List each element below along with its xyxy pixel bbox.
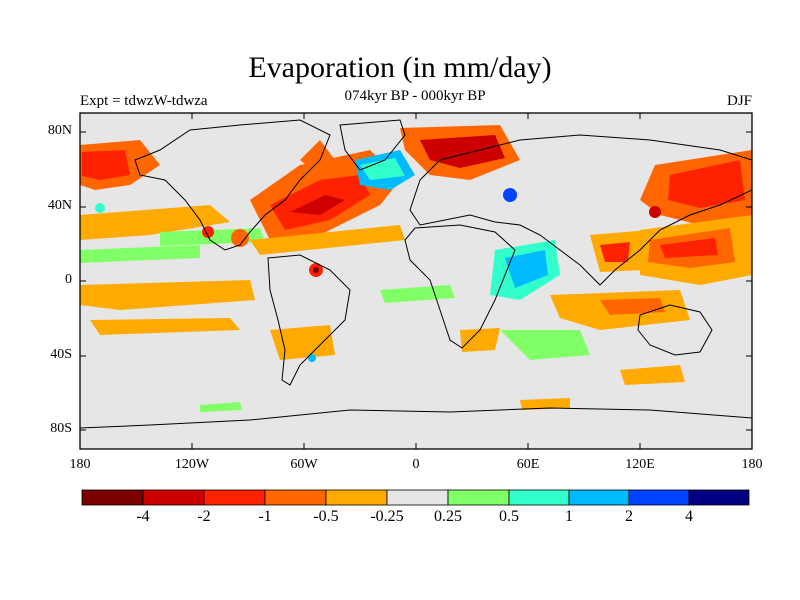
period-label: 074kyr BP - 000kyr BP <box>344 88 486 104</box>
lat-label-80s: 80S <box>50 421 72 436</box>
coastlines <box>80 119 752 429</box>
experiment-label: Expt = tdwzW-tdwza <box>80 93 208 109</box>
lat-label-0: 0 <box>65 272 72 287</box>
colorbar-box-9 <box>568 489 630 506</box>
colorbar-label-10: 4 <box>685 508 693 525</box>
season-label: DJF <box>726 93 752 109</box>
lon-label-120w: 120W <box>174 457 210 472</box>
colorbar-box-11 <box>688 489 750 506</box>
colorbar-box-6 <box>386 489 449 506</box>
map-panel <box>80 113 752 449</box>
colorbar-box-10 <box>628 489 690 506</box>
lat-label-40s: 40S <box>50 347 72 362</box>
colorbar-label-9: 2 <box>625 508 633 525</box>
colorbar-label-1: -4 <box>136 508 150 525</box>
map-background <box>80 113 752 449</box>
colorbar-label-4: -0.5 <box>313 508 339 525</box>
lat-label-40n: 40N <box>47 198 72 213</box>
colorbar-label-8: 1 <box>565 508 573 525</box>
colorbar-box-1 <box>81 489 144 506</box>
map-title: Evaporation (in mm/day) <box>248 51 552 84</box>
lat-label-80n: 80N <box>47 123 72 138</box>
colorbar-box-4 <box>264 489 327 506</box>
colorbar-box-7 <box>447 489 510 506</box>
colorbar-box-2 <box>142 489 205 506</box>
colorbar-label-6: 0.25 <box>434 508 462 525</box>
lon-label-180e: 180 <box>741 457 763 472</box>
lon-label-120e: 120E <box>625 457 655 472</box>
evaporation-anomaly-field <box>80 125 752 412</box>
lon-label-60w: 60W <box>290 457 318 472</box>
colorbar-box-5 <box>325 489 388 506</box>
lon-label-180w: 180 <box>69 457 91 472</box>
colorbar-label-3: -1 <box>258 508 272 525</box>
colorbar-label-7: 0.5 <box>499 508 519 525</box>
axis-ticks <box>80 113 752 449</box>
lon-label-60e: 60E <box>516 457 540 472</box>
lon-label-0: 0 <box>412 457 420 472</box>
colorbar <box>81 489 750 506</box>
colorbar-label-2: -2 <box>197 508 211 525</box>
colorbar-label-5: -0.25 <box>370 508 404 525</box>
colorbar-box-8 <box>508 489 570 506</box>
colorbar-box-3 <box>203 489 266 506</box>
